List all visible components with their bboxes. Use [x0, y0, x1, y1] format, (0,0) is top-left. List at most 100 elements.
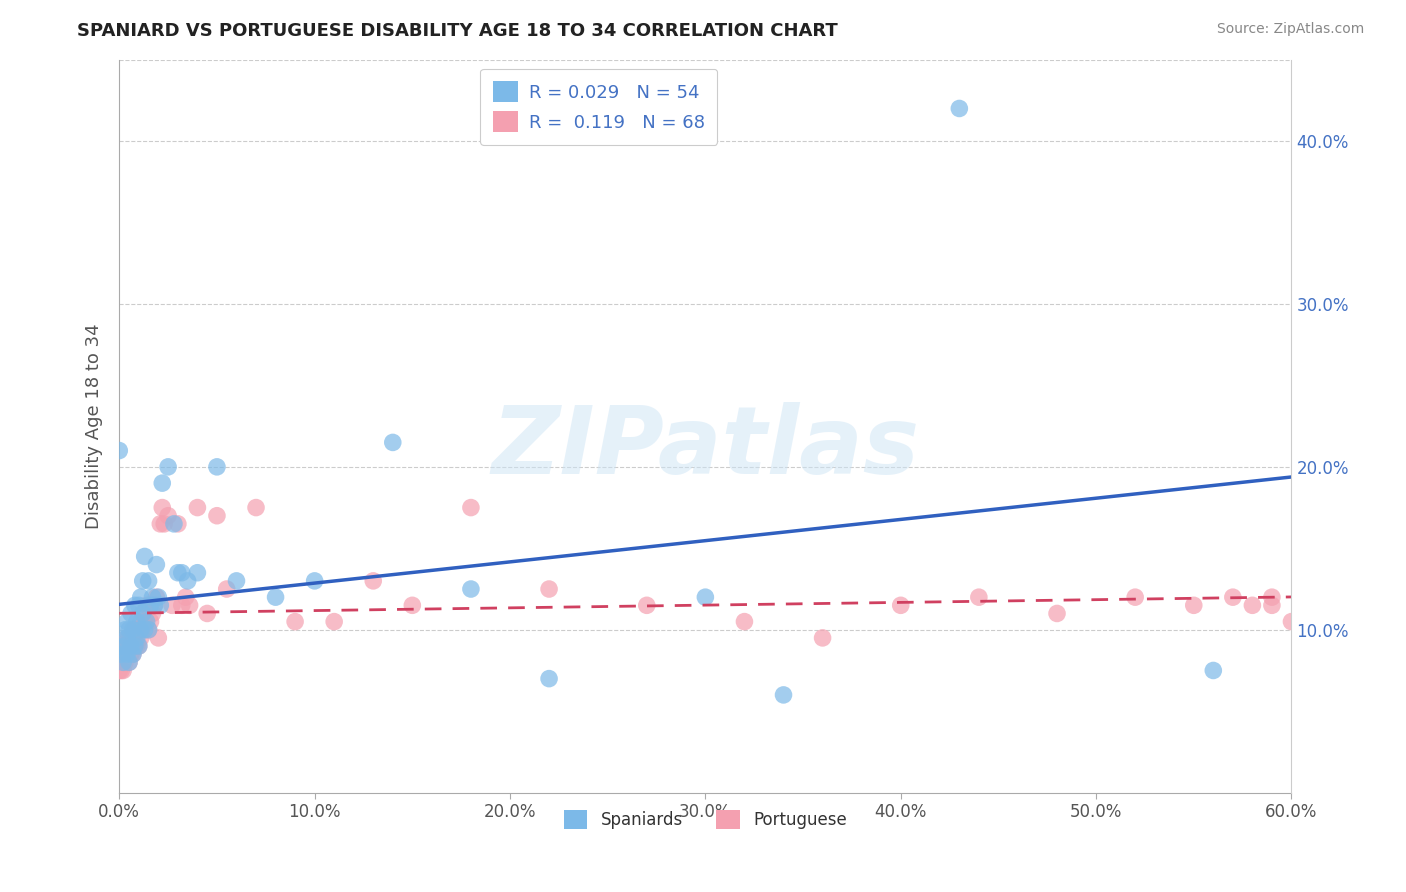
Point — [148, 590, 170, 604]
Point — [120, 607, 142, 621]
Point — [138, 623, 160, 637]
Point — [141, 607, 163, 621]
Point — [122, 647, 145, 661]
Point — [139, 615, 162, 629]
Point — [160, 599, 183, 613]
Point — [1222, 590, 1244, 604]
Point — [1202, 664, 1225, 678]
Point — [129, 623, 152, 637]
Point — [186, 566, 208, 580]
Point — [636, 599, 658, 613]
Point — [129, 631, 152, 645]
Point — [120, 647, 142, 661]
Point — [128, 599, 150, 613]
Point — [125, 631, 148, 645]
Point — [695, 590, 717, 604]
Point — [122, 647, 145, 661]
Point — [122, 623, 145, 637]
Point — [401, 599, 423, 613]
Point — [304, 574, 326, 588]
Point — [125, 639, 148, 653]
Point — [110, 647, 132, 661]
Point — [118, 623, 141, 637]
Point — [114, 656, 136, 670]
Point — [124, 623, 146, 637]
Point — [215, 582, 238, 596]
Point — [118, 631, 141, 645]
Point — [195, 607, 218, 621]
Point — [967, 590, 990, 604]
Point — [118, 656, 141, 670]
Point — [138, 574, 160, 588]
Point — [114, 623, 136, 637]
Point — [129, 615, 152, 629]
Point — [115, 631, 138, 645]
Point — [110, 664, 132, 678]
Point — [149, 599, 172, 613]
Point — [115, 615, 138, 629]
Point — [112, 639, 135, 653]
Point — [132, 607, 155, 621]
Point — [110, 639, 132, 653]
Point — [110, 647, 132, 661]
Point — [538, 582, 561, 596]
Point — [264, 590, 287, 604]
Point — [323, 615, 346, 629]
Point — [143, 599, 166, 613]
Point — [125, 623, 148, 637]
Point — [141, 590, 163, 604]
Point — [733, 615, 755, 629]
Point — [114, 639, 136, 653]
Point — [205, 459, 228, 474]
Point — [132, 607, 155, 621]
Point — [811, 631, 834, 645]
Point — [125, 615, 148, 629]
Point — [124, 639, 146, 653]
Point — [1046, 607, 1069, 621]
Point — [134, 549, 156, 564]
Point — [134, 615, 156, 629]
Point — [143, 599, 166, 613]
Point — [118, 656, 141, 670]
Point — [112, 656, 135, 670]
Point — [128, 639, 150, 653]
Point — [170, 566, 193, 580]
Point — [150, 500, 173, 515]
Point — [153, 516, 176, 531]
Point — [124, 599, 146, 613]
Point — [205, 508, 228, 523]
Text: Source: ZipAtlas.com: Source: ZipAtlas.com — [1216, 22, 1364, 37]
Point — [148, 631, 170, 645]
Y-axis label: Disability Age 18 to 34: Disability Age 18 to 34 — [86, 323, 103, 529]
Point — [149, 516, 172, 531]
Point — [170, 599, 193, 613]
Point — [381, 435, 404, 450]
Point — [132, 623, 155, 637]
Point — [138, 599, 160, 613]
Point — [948, 102, 970, 116]
Point — [120, 631, 142, 645]
Point — [124, 639, 146, 653]
Point — [225, 574, 247, 588]
Point — [163, 516, 186, 531]
Point — [115, 631, 138, 645]
Point — [167, 516, 190, 531]
Point — [361, 574, 384, 588]
Point — [108, 443, 131, 458]
Point — [1241, 599, 1264, 613]
Legend: Spaniards, Portuguese: Spaniards, Portuguese — [557, 803, 853, 836]
Point — [108, 647, 131, 661]
Point — [150, 476, 173, 491]
Point — [122, 623, 145, 637]
Text: ZIPatlas: ZIPatlas — [491, 402, 920, 494]
Point — [138, 623, 160, 637]
Point — [1281, 615, 1303, 629]
Point — [1261, 590, 1284, 604]
Point — [114, 639, 136, 653]
Point — [179, 599, 201, 613]
Point — [135, 599, 157, 613]
Point — [186, 500, 208, 515]
Point — [460, 500, 482, 515]
Point — [284, 615, 307, 629]
Point — [135, 615, 157, 629]
